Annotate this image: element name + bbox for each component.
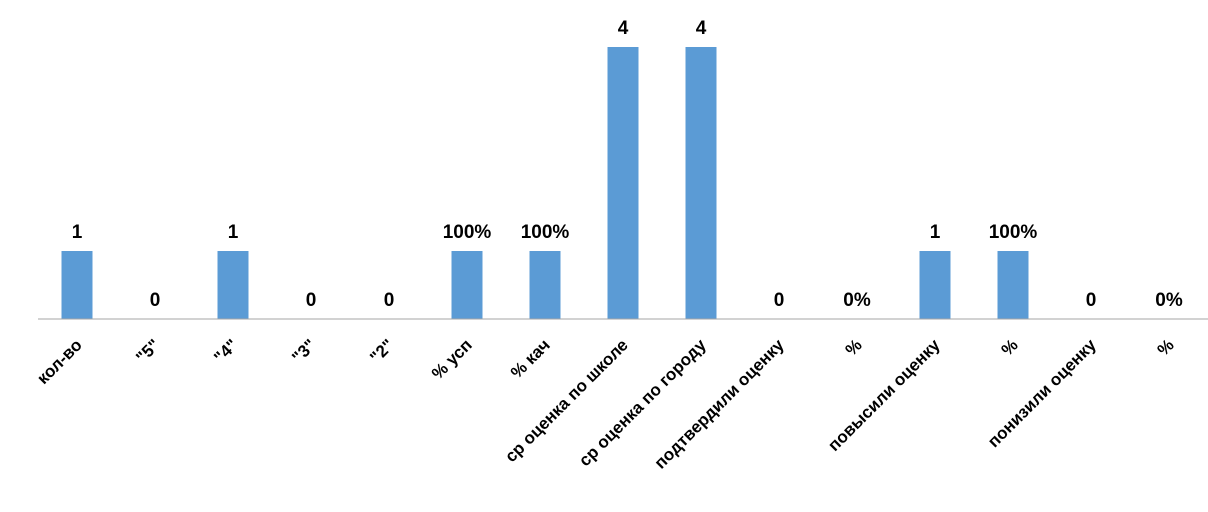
- category-label: "2": [366, 335, 398, 367]
- category-label: повысили оценку: [824, 335, 944, 455]
- data-label: 0: [774, 290, 785, 311]
- data-label: 0: [384, 290, 395, 311]
- category-label: %: [998, 335, 1022, 359]
- data-label: 100%: [989, 222, 1038, 243]
- category-label: понизили оценку: [984, 335, 1100, 451]
- category-label: %: [842, 335, 866, 359]
- bar: [217, 251, 249, 319]
- data-label: 1: [72, 222, 83, 243]
- data-label: 4: [618, 18, 629, 39]
- category-label: "5": [132, 335, 164, 367]
- category-label: "3": [288, 335, 320, 367]
- data-label: 0: [150, 290, 161, 311]
- data-label: 4: [696, 18, 707, 39]
- data-label: 0%: [1155, 290, 1183, 311]
- data-label: 1: [228, 222, 239, 243]
- bar: [61, 251, 93, 319]
- data-label: 0: [1086, 290, 1097, 311]
- data-label: 0%: [843, 290, 871, 311]
- data-labels-layer: 1 0 1 0 0 100% 100% 4 4 0 0% 1 100% 0 0%: [72, 18, 1183, 311]
- category-label: кол-во: [33, 335, 86, 388]
- category-label: "4": [210, 335, 242, 367]
- category-label: подтвердили оценку: [651, 335, 789, 473]
- data-label: 100%: [521, 222, 570, 243]
- data-label: 100%: [443, 222, 492, 243]
- bar: [529, 251, 561, 319]
- data-label: 0: [306, 290, 317, 311]
- bar: [997, 251, 1029, 319]
- category-label: ср оценка по городу: [575, 335, 710, 470]
- bar: [685, 47, 717, 319]
- bars-layer: [61, 47, 1029, 319]
- data-label: 1: [930, 222, 941, 243]
- category-label: %: [1154, 335, 1178, 359]
- bar: [451, 251, 483, 319]
- category-label: % усп: [428, 335, 476, 383]
- category-labels-layer: кол-во "5" "4" "3" "2" % усп % кач ср оценка по…: [33, 335, 1178, 473]
- bar: [919, 251, 951, 319]
- bar: [607, 47, 639, 319]
- category-label: % кач: [507, 335, 554, 382]
